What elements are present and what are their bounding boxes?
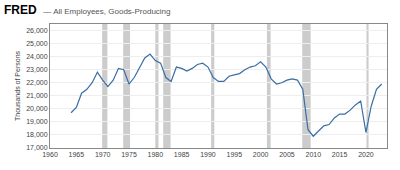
svg-text:22,000: 22,000 [26, 79, 48, 86]
svg-text:23,000: 23,000 [26, 66, 48, 73]
svg-text:21,000: 21,000 [26, 92, 48, 99]
svg-text:2000: 2000 [253, 151, 269, 158]
svg-text:1980: 1980 [148, 151, 164, 158]
svg-text:2010: 2010 [305, 151, 321, 158]
svg-text:1960: 1960 [42, 151, 58, 158]
svg-text:Thousands of Persons: Thousands of Persons [14, 50, 21, 121]
svg-text:20,000: 20,000 [26, 105, 48, 112]
svg-text:26,000: 26,000 [26, 27, 48, 34]
svg-text:2015: 2015 [332, 151, 348, 158]
svg-text:25,000: 25,000 [26, 40, 48, 47]
svg-text:19,000: 19,000 [26, 118, 48, 125]
svg-text:1990: 1990 [200, 151, 216, 158]
svg-text:1975: 1975 [121, 151, 137, 158]
svg-text:1995: 1995 [227, 151, 243, 158]
svg-text:1970: 1970 [95, 151, 111, 158]
svg-text:2005: 2005 [279, 151, 295, 158]
svg-text:17,000: 17,000 [26, 144, 48, 151]
svg-text:24,000: 24,000 [26, 53, 48, 60]
svg-text:FRED — All Employees, Goods-P: FRED — All Employees, Goods-Producing [4, 3, 171, 17]
svg-text:2020: 2020 [358, 151, 374, 158]
svg-text:18,000: 18,000 [26, 131, 48, 138]
svg-text:1985: 1985 [174, 151, 190, 158]
svg-text:1965: 1965 [69, 151, 85, 158]
